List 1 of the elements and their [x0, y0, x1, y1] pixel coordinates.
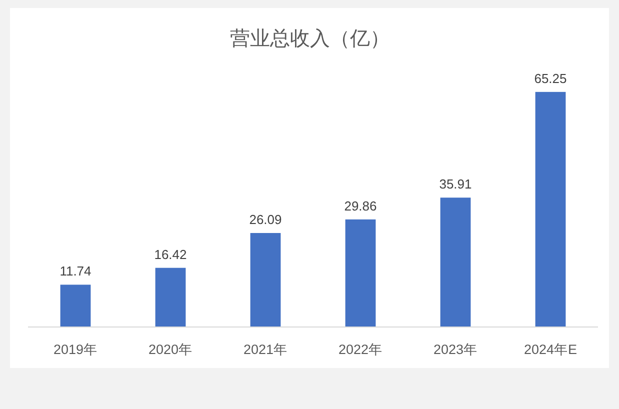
title: 营业总收入（亿） — [230, 28, 390, 50]
